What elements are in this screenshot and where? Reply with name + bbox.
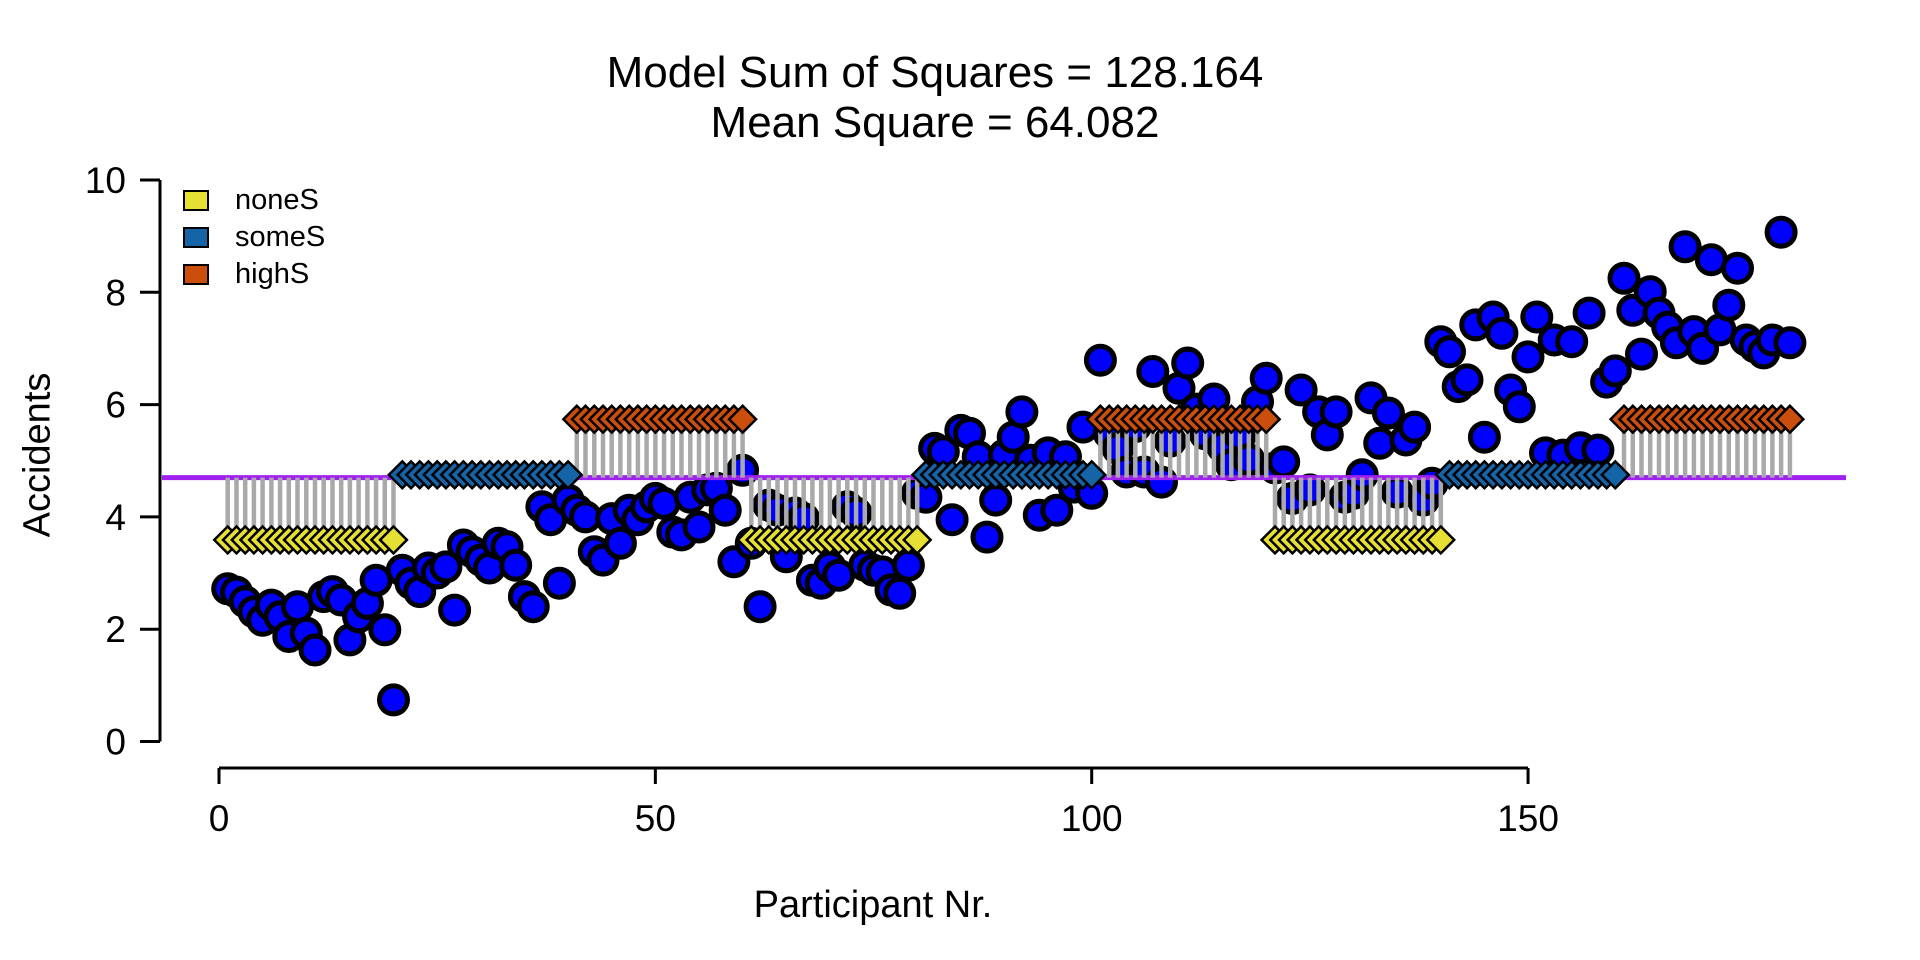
data-point bbox=[1267, 445, 1301, 479]
data-point bbox=[1598, 354, 1632, 388]
data-point bbox=[1555, 325, 1589, 359]
legend-item-highS: highS bbox=[183, 256, 325, 293]
legend-item-noneS: noneS bbox=[183, 182, 325, 219]
data-point bbox=[883, 576, 917, 610]
x-axis-tick-label: 0 bbox=[209, 798, 230, 839]
data-point bbox=[1625, 337, 1658, 371]
data-point bbox=[1040, 493, 1074, 527]
data-point bbox=[1450, 363, 1484, 397]
data-point bbox=[891, 548, 925, 582]
data-point bbox=[979, 483, 1013, 517]
y-axis-tick-label: 8 bbox=[105, 272, 126, 313]
legend-swatch-noneS bbox=[183, 190, 209, 211]
y-axis-title: Accidents bbox=[16, 372, 59, 538]
data-point bbox=[1467, 420, 1501, 454]
data-point bbox=[1520, 300, 1554, 334]
data-point bbox=[743, 590, 777, 624]
legend: noneS someS highS bbox=[183, 182, 325, 293]
data-point bbox=[1371, 396, 1405, 430]
data-point bbox=[1668, 230, 1702, 264]
data-point bbox=[1083, 343, 1117, 377]
data-point bbox=[1005, 395, 1039, 429]
data-point bbox=[1171, 346, 1205, 380]
data-point bbox=[1773, 326, 1807, 360]
x-axis-tick-label: 100 bbox=[1061, 798, 1123, 839]
data-point bbox=[708, 493, 742, 527]
data-point bbox=[1764, 215, 1798, 249]
legend-swatch-highS bbox=[183, 264, 209, 285]
group-mean-diamond bbox=[1076, 459, 1107, 491]
legend-swatch-someS bbox=[183, 227, 209, 248]
data-point bbox=[1712, 288, 1746, 322]
data-point bbox=[1284, 373, 1318, 407]
data-point bbox=[1319, 395, 1353, 429]
group-mean-diamond bbox=[1774, 403, 1806, 435]
data-point bbox=[603, 526, 637, 560]
data-point bbox=[1721, 251, 1754, 285]
data-point bbox=[429, 550, 463, 584]
data-point bbox=[516, 590, 550, 624]
data-point bbox=[1433, 335, 1466, 369]
y-axis-tick-label: 4 bbox=[105, 497, 126, 538]
chart-title: Model Sum of Squares = 128.164 bbox=[606, 48, 1264, 97]
group-mean-diamond bbox=[901, 524, 933, 556]
group-mean-diamond bbox=[552, 459, 584, 491]
y-axis-tick-label: 10 bbox=[85, 160, 126, 201]
group-mean-diamond bbox=[1600, 459, 1631, 491]
data-point bbox=[1572, 296, 1606, 330]
group-mean-diamond bbox=[1250, 403, 1282, 435]
legend-item-someS: someS bbox=[183, 219, 325, 256]
x-axis-tick-label: 150 bbox=[1497, 798, 1559, 839]
data-point bbox=[298, 633, 332, 667]
x-axis-tick-label: 50 bbox=[635, 798, 676, 839]
legend-label-highS: highS bbox=[235, 258, 310, 290]
data-point bbox=[970, 520, 1004, 554]
group-mean-diamond bbox=[727, 403, 758, 435]
group-mean-diamond bbox=[378, 524, 409, 556]
data-point bbox=[438, 593, 472, 627]
y-axis-tick-label: 0 bbox=[105, 722, 126, 763]
data-point bbox=[1607, 261, 1641, 295]
chart-subtitle: Mean Square = 64.082 bbox=[710, 98, 1160, 147]
legend-label-someS: someS bbox=[235, 221, 326, 253]
data-point bbox=[377, 683, 410, 717]
data-point bbox=[1249, 361, 1283, 395]
group-mean-diamond bbox=[1425, 524, 1457, 556]
data-point bbox=[1398, 410, 1432, 444]
data-point bbox=[935, 503, 969, 537]
data-point bbox=[368, 613, 402, 647]
data-point bbox=[647, 486, 681, 520]
data-point bbox=[682, 510, 716, 544]
legend-label-noneS: noneS bbox=[235, 184, 319, 216]
y-axis-tick-label: 6 bbox=[105, 385, 126, 426]
data-point bbox=[542, 566, 576, 600]
data-point bbox=[1136, 355, 1170, 388]
data-point bbox=[1363, 426, 1397, 460]
data-point bbox=[1511, 340, 1545, 374]
data-point bbox=[499, 548, 533, 582]
x-axis-title: Participant Nr. bbox=[753, 884, 993, 926]
chart-title-block: Model Sum of Squares = 128.164 Mean Squa… bbox=[0, 48, 1870, 148]
y-axis-tick-label: 2 bbox=[105, 609, 126, 650]
data-point bbox=[1502, 390, 1536, 424]
data-point bbox=[1485, 316, 1519, 350]
